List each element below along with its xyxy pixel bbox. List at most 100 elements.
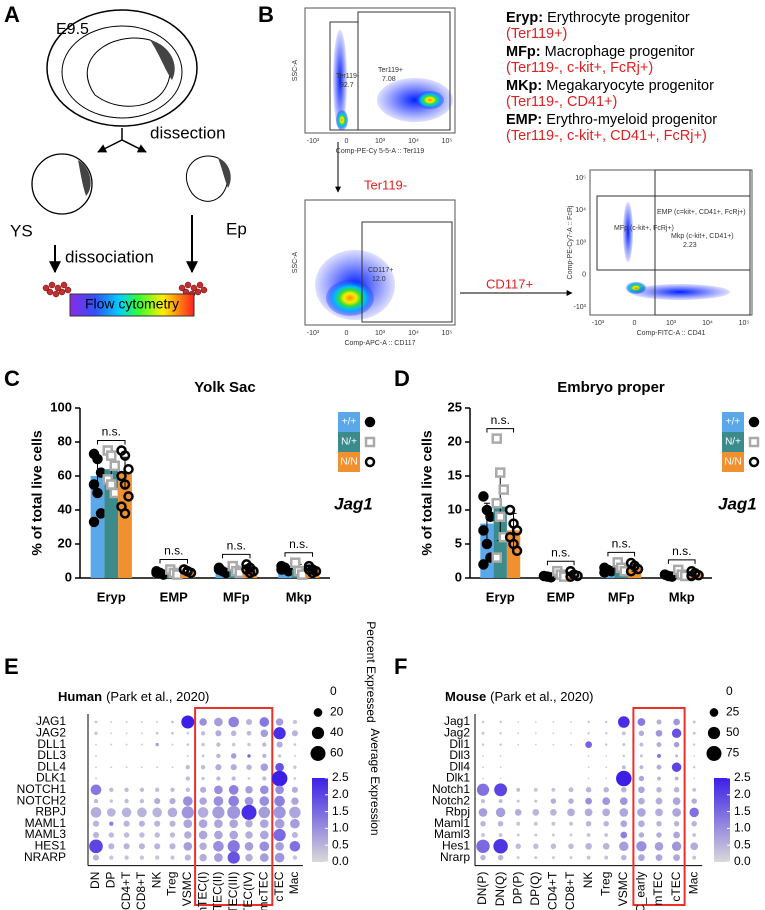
step-label: dissection (150, 123, 226, 142)
significance-bracket (667, 559, 696, 564)
dot (228, 784, 239, 795)
color-tick-label: 0.0 (734, 854, 751, 868)
dot (215, 730, 222, 737)
x-tick-label: MFp (608, 589, 635, 604)
dot (275, 762, 284, 772)
dot (292, 719, 298, 725)
dot (123, 832, 130, 838)
highlight-box (194, 707, 274, 906)
dot (584, 808, 593, 817)
dot (95, 777, 97, 780)
dot (692, 855, 697, 860)
dot (621, 854, 627, 861)
chart-title: Human (Park et al., 2020) (58, 689, 209, 704)
dot (275, 841, 284, 851)
gate-label: CD117+ (368, 267, 393, 274)
dot (169, 820, 176, 827)
legend-note: Jag1 (718, 494, 757, 513)
x-tick-label: mTEC(I) (195, 872, 209, 910)
dot (516, 833, 520, 837)
y-tick-label: MAML3 (25, 827, 67, 841)
dot (227, 851, 240, 864)
dot (568, 787, 574, 793)
data-point (213, 562, 225, 574)
dot (552, 743, 555, 746)
dot (602, 808, 611, 817)
dot (638, 854, 645, 861)
dot (482, 777, 484, 780)
dot (673, 718, 680, 726)
dot (247, 777, 251, 780)
data-point (307, 567, 318, 579)
legend-marker (748, 416, 760, 428)
dot (90, 784, 102, 796)
dot (692, 833, 697, 837)
x-tick-label: NK (581, 872, 595, 889)
dot (199, 853, 207, 862)
y-tick-label: Maml1 (434, 816, 470, 830)
dot (587, 720, 590, 724)
dot (516, 821, 521, 826)
annotation: n.s. (551, 545, 570, 559)
dot (516, 856, 520, 860)
dot (230, 764, 237, 771)
x-tick-label: 10⁴ (408, 138, 419, 145)
dot (552, 732, 555, 735)
cell-density (377, 78, 453, 122)
dot (692, 787, 697, 792)
dot (481, 799, 485, 804)
title-rest: (Park et al., 2020) (106, 689, 209, 704)
dot (92, 854, 100, 861)
y-axis-label: SSC-A (292, 251, 299, 273)
dot (274, 852, 285, 863)
dot (534, 799, 538, 803)
dot (262, 776, 267, 781)
panel-label: B (258, 2, 274, 27)
gate-value: 12.0 (372, 276, 386, 283)
dot (639, 742, 644, 747)
dot (95, 766, 97, 769)
dot (692, 731, 696, 735)
dot (291, 831, 298, 839)
flow-frame (304, 7, 456, 134)
legend-description: Megakaryocyte progenitor (546, 78, 714, 94)
legend-description: Macrophage progenitor (545, 44, 695, 60)
dot (671, 841, 682, 852)
y-tick-label: DLL1 (37, 737, 66, 751)
data-point (92, 453, 103, 465)
dot (259, 796, 270, 806)
y-tick-label: NRARP (24, 850, 66, 864)
dot (482, 766, 484, 769)
color-tick-label: 0.5 (734, 837, 751, 851)
dot (569, 833, 573, 837)
dot (109, 855, 114, 860)
gate-label: Mkp (c-kit+, CD41+) (671, 233, 734, 240)
dot (291, 797, 299, 805)
dot (216, 742, 221, 747)
dot (275, 785, 284, 795)
dot (517, 743, 520, 746)
dot (245, 718, 253, 726)
legend-label: N/N (724, 457, 741, 468)
dot (654, 841, 664, 851)
size-legend-label: 0 (726, 684, 733, 698)
dot (637, 718, 646, 726)
dot (532, 809, 540, 816)
cells (42, 281, 208, 298)
ys-icon (78, 160, 91, 196)
data-point (478, 559, 489, 570)
color-tick-label: 2.0 (332, 787, 349, 801)
dot (656, 764, 662, 770)
dot (621, 731, 626, 736)
dot (140, 766, 143, 769)
annotation: n.s. (289, 537, 308, 551)
panel-a: A E9.5 dissection YS Ep dissociation Flo… (4, 2, 247, 317)
dot (247, 742, 251, 747)
x-tick-label: Treg (165, 872, 179, 896)
y-tick-label: DLL4 (37, 759, 66, 773)
dot (212, 806, 225, 819)
y-tick-label: DLK1 (36, 771, 66, 785)
dot (690, 842, 699, 851)
title-bold: Human (58, 689, 102, 704)
